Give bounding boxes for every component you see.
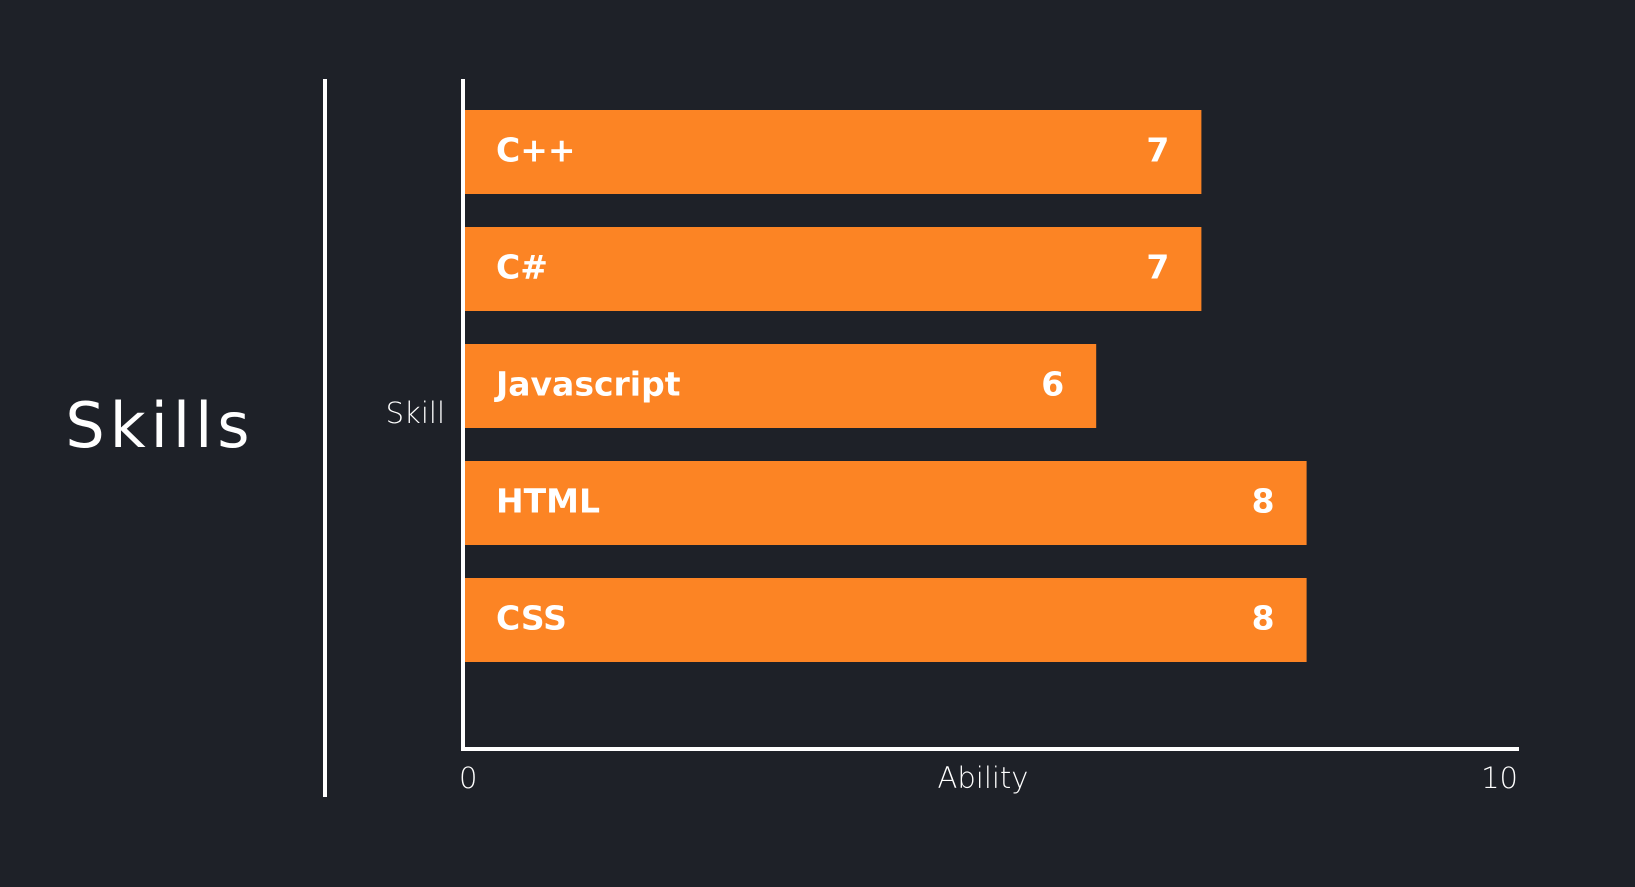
bar-value-cplusplus: 7 [1146,131,1169,170]
bar-csharp [465,227,1202,311]
bar-css [465,578,1307,662]
bar-cplusplus [465,110,1202,194]
y-axis-label: Skill [386,396,445,430]
bar-label-html: HTML [496,482,600,521]
bar-label-javascript: Javascript [494,365,681,404]
bar-javascript [465,344,1097,428]
x-tick-label-max: 10 [1481,761,1518,795]
bar-value-html: 8 [1252,482,1275,521]
section-title: Skills [65,389,255,462]
bars-group: C++ 7 C# 7 Javascript 6 HTML 8 CSS 8 [465,110,1307,662]
bar-html [465,461,1307,545]
bar-label-cplusplus: C++ [496,131,576,170]
x-tick-label-min: 0 [459,761,477,795]
bar-value-css: 8 [1252,599,1275,638]
bar-label-csharp: C# [496,248,548,287]
bar-value-javascript: 6 [1041,365,1064,404]
bar-label-css: CSS [496,599,567,638]
vertical-divider [323,79,327,797]
x-axis-label: Ability [938,761,1029,795]
bar-value-csharp: 7 [1146,248,1169,287]
